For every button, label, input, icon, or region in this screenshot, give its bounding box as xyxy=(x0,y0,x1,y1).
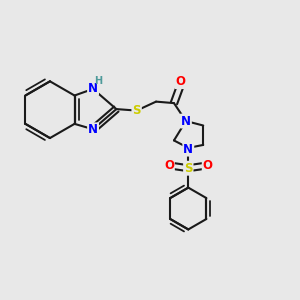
Text: O: O xyxy=(203,159,213,172)
Text: N: N xyxy=(183,142,193,156)
Text: S: S xyxy=(184,162,193,175)
Text: H: H xyxy=(94,76,102,86)
Text: N: N xyxy=(88,82,98,94)
Text: O: O xyxy=(176,75,185,88)
Text: N: N xyxy=(88,123,98,136)
Text: O: O xyxy=(164,159,174,172)
Text: N: N xyxy=(181,115,191,128)
Text: S: S xyxy=(132,104,141,117)
